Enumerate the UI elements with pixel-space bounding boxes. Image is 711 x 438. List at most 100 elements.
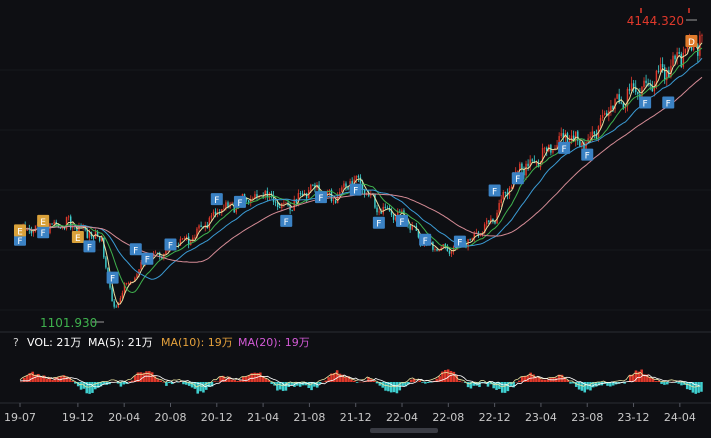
- histogram-bar: [463, 382, 467, 383]
- histogram-bar: [654, 381, 658, 382]
- candle-body: [614, 98, 616, 110]
- candle-body: [227, 202, 229, 208]
- candle-body: [223, 208, 225, 210]
- candle-body: [53, 221, 55, 224]
- histogram-bar: [128, 381, 131, 382]
- histogram-bar: [634, 370, 638, 382]
- candle-body: [185, 236, 188, 239]
- flag-marker[interactable]: F: [141, 252, 154, 266]
- candle-body: [504, 192, 507, 193]
- flag-marker[interactable]: F: [662, 96, 675, 109]
- histogram-bar: [139, 372, 143, 382]
- candle-body: [612, 105, 614, 110]
- flag-marker[interactable]: F: [372, 216, 385, 230]
- flag-marker-box: [419, 233, 432, 246]
- histogram-bar: [594, 382, 598, 387]
- histogram-bar: [694, 382, 698, 394]
- flag-marker[interactable]: F: [210, 193, 223, 206]
- candle-body: [247, 200, 250, 203]
- flag-marker[interactable]: F: [511, 172, 524, 185]
- histogram-bar: [284, 382, 288, 391]
- histogram-bar: [441, 371, 444, 382]
- histogram-bar: [196, 382, 200, 394]
- flag-marker[interactable]: F: [349, 183, 362, 197]
- flag-marker-box: [558, 141, 571, 154]
- candle-body: [384, 206, 387, 208]
- candle-body: [485, 220, 488, 225]
- flag-marker[interactable]: E: [71, 230, 84, 244]
- candle-body: [299, 193, 302, 194]
- candle-body: [312, 184, 314, 186]
- candle-body: [436, 249, 438, 251]
- flag-marker[interactable]: F: [280, 214, 293, 228]
- flag-marker[interactable]: F: [164, 238, 177, 252]
- candle-body: [581, 142, 583, 147]
- flag-marker[interactable]: F: [106, 271, 119, 285]
- flag-marker-letter: F: [168, 242, 173, 252]
- histogram-bar: [606, 382, 609, 386]
- flag-marker[interactable]: F: [314, 191, 327, 204]
- histogram-bar: [182, 382, 185, 385]
- flag-marker[interactable]: F: [37, 226, 50, 239]
- candle-body: [672, 55, 674, 66]
- histogram-bar: [512, 382, 515, 388]
- x-tick-label: 24-04: [664, 411, 696, 424]
- candle-body: [663, 67, 666, 81]
- candle-body: [365, 192, 368, 195]
- histogram-bar: [96, 382, 100, 388]
- candle-body: [198, 225, 200, 229]
- flag-marker[interactable]: F: [129, 243, 142, 256]
- flag-marker-box: [372, 216, 385, 229]
- candle-body: [235, 208, 238, 213]
- histogram-bar: [435, 378, 439, 382]
- histogram-bar: [458, 380, 461, 382]
- histogram-bar: [236, 380, 239, 382]
- flag-marker-box: [349, 183, 362, 196]
- flag-marker[interactable]: E: [14, 224, 26, 237]
- histogram-bar: [367, 377, 370, 382]
- candle-body: [519, 163, 521, 171]
- histogram-bar: [239, 380, 242, 382]
- flag-marker[interactable]: F: [233, 195, 246, 209]
- histogram-bar: [99, 382, 103, 387]
- histogram-bar: [136, 372, 140, 382]
- flag-marker[interactable]: F: [558, 141, 571, 155]
- flag-marker[interactable]: D: [685, 34, 698, 48]
- histogram-bar: [93, 382, 97, 390]
- candle-body: [194, 237, 196, 239]
- histogram-bar: [116, 382, 120, 384]
- candle-body: [539, 161, 542, 168]
- flag-marker[interactable]: F: [419, 233, 432, 247]
- flag-marker[interactable]: E: [37, 214, 50, 228]
- flag-marker[interactable]: F: [453, 235, 466, 249]
- histogram-bar: [563, 377, 567, 382]
- flag-marker-letter: F: [643, 99, 648, 109]
- histogram-bar: [207, 382, 211, 388]
- histogram-bar: [307, 382, 310, 389]
- help-icon[interactable]: ?: [13, 336, 19, 349]
- candle-body: [310, 184, 312, 191]
- flag-marker[interactable]: F: [488, 184, 501, 198]
- flag-marker[interactable]: F: [639, 96, 652, 109]
- histogram-bar: [102, 382, 106, 385]
- histogram-bar: [298, 382, 302, 387]
- candle-body: [382, 206, 384, 214]
- histogram-bar: [574, 382, 578, 387]
- flag-marker[interactable]: F: [581, 148, 594, 162]
- flag-marker[interactable]: F: [396, 214, 409, 228]
- scroll-thumb[interactable]: [370, 428, 438, 433]
- flag-marker-box: [581, 148, 594, 161]
- histogram-bar: [261, 375, 265, 382]
- histogram-bar: [333, 373, 336, 382]
- candle-body: [655, 70, 658, 87]
- x-tick-label: 21-08: [293, 411, 325, 424]
- flag-marker[interactable]: F: [83, 240, 96, 253]
- candle-body: [301, 193, 304, 196]
- candle-body: [595, 133, 598, 139]
- histogram-bar: [48, 377, 52, 382]
- candle-body: [181, 238, 184, 240]
- histogram-bar: [577, 382, 581, 390]
- candle-body: [390, 210, 393, 215]
- flag-marker[interactable]: F: [14, 233, 26, 247]
